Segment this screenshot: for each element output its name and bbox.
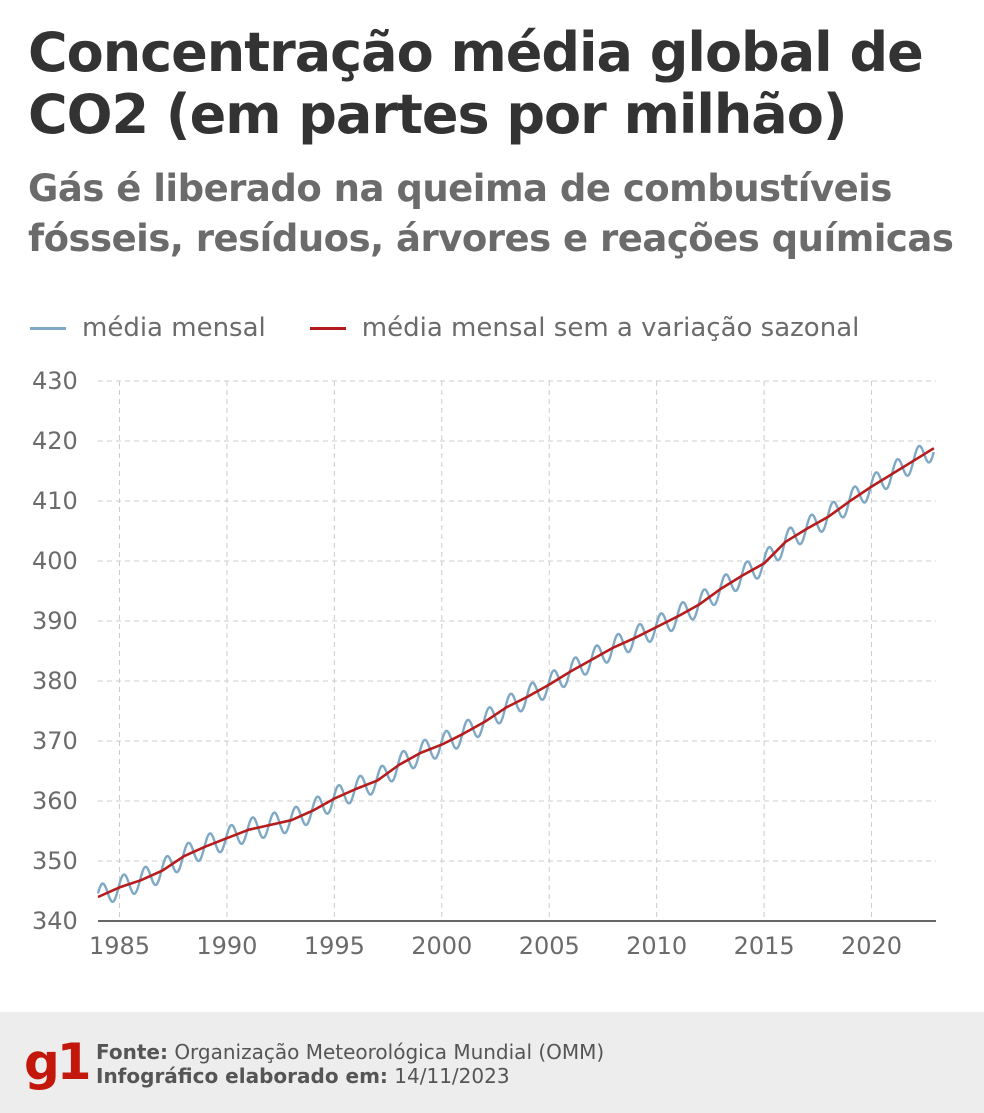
x-tick-label: 2010 <box>626 932 687 960</box>
series <box>96 444 935 903</box>
series-monthly-line <box>96 444 935 903</box>
source-line: Fonte: Organização Meteorológica Mundial… <box>96 1040 604 1064</box>
source-block: Fonte: Organização Meteorológica Mundial… <box>96 1040 604 1088</box>
axes: 340 350 360 370 380 390 400 410 420 430 1985 1990 19… <box>32 367 936 960</box>
series-deseasonalized-line <box>97 447 935 899</box>
x-tick-label: 2005 <box>519 932 580 960</box>
chart-legend: média mensal média mensal sem a variação… <box>30 308 903 348</box>
line-chart: 340 350 360 370 380 390 400 410 420 430 1985 1990 19… <box>32 367 936 960</box>
chart-title: Concentração média global de CO2 (em par… <box>28 21 924 146</box>
y-tick-label: 400 <box>32 547 78 575</box>
date-label: Infográfico elaborado em: <box>96 1064 388 1088</box>
legend-swatch-monthly <box>30 326 66 330</box>
grid <box>98 380 936 922</box>
legend-label-deseasonalized: média mensal sem a variação sazonal <box>361 313 860 343</box>
chart-subtitle: Gás é liberado na queima de combustíveis… <box>28 167 954 260</box>
x-tick-label: 2000 <box>411 932 472 960</box>
y-tick-label: 430 <box>32 367 78 395</box>
y-tick-label: 420 <box>32 427 78 455</box>
y-tick-label: 390 <box>32 607 78 635</box>
date-line: Infográfico elaborado em: 14/11/2023 <box>96 1064 604 1088</box>
x-tick-label: 2020 <box>841 932 902 960</box>
y-tick-label: 340 <box>32 907 78 935</box>
y-tick-label: 360 <box>32 787 78 815</box>
legend-item-monthly: média mensal <box>30 313 266 343</box>
legend-item-deseasonalized: média mensal sem a variação sazonal <box>309 313 860 343</box>
y-tick-label: 350 <box>32 847 78 875</box>
x-tick-label: 2015 <box>734 932 795 960</box>
x-tick-label: 1995 <box>304 932 365 960</box>
source-label: Fonte: <box>96 1040 168 1064</box>
y-tick-label: 370 <box>32 727 78 755</box>
date-value: 14/11/2023 <box>394 1064 510 1088</box>
x-tick-label: 1990 <box>196 932 257 960</box>
y-tick-label: 380 <box>32 667 78 695</box>
legend-swatch-deseasonalized <box>309 326 346 330</box>
footer: g1 Fonte: Organização Meteorológica Mund… <box>0 1012 984 1113</box>
g1-logo: g1 <box>24 1033 92 1091</box>
source-value: Organização Meteorológica Mundial (OMM) <box>174 1040 605 1064</box>
legend-label-monthly: média mensal <box>82 313 266 343</box>
y-tick-label: 410 <box>32 487 78 515</box>
x-tick-label: 1985 <box>89 932 150 960</box>
